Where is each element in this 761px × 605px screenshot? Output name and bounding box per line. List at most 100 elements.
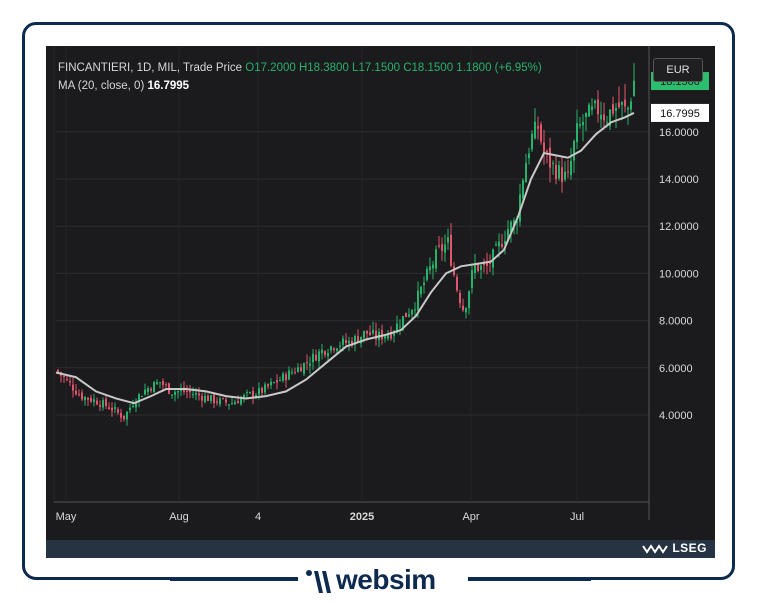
- candle-body: [594, 100, 596, 104]
- candle-body: [99, 404, 101, 407]
- candle-body: [177, 391, 179, 393]
- candle-body: [468, 291, 470, 309]
- candle-body: [144, 389, 146, 395]
- candle-body: [249, 392, 251, 394]
- candle-body: [546, 150, 548, 152]
- candle-body: [609, 109, 611, 127]
- candle-body: [471, 270, 473, 288]
- lseg-logo: LSEG: [642, 541, 707, 555]
- candle-body: [282, 373, 284, 381]
- brand-footer: websim: [0, 560, 761, 600]
- candle-body: [516, 221, 518, 223]
- candle-body: [387, 334, 389, 339]
- candle-body: [444, 244, 446, 253]
- candle-body: [483, 262, 485, 266]
- candle-body: [447, 237, 449, 243]
- candle-body: [507, 229, 509, 241]
- candle-body: [72, 384, 74, 391]
- candle-body: [129, 407, 131, 411]
- candle-body: [165, 384, 167, 386]
- candle-body: [558, 165, 560, 179]
- candle-body: [591, 106, 593, 111]
- candle-body: [402, 316, 404, 330]
- candle-body: [237, 401, 239, 404]
- footer-bar: LSEG: [46, 540, 715, 558]
- candle-body: [564, 171, 566, 180]
- candle-body: [525, 162, 527, 183]
- y-tick-label: 16.0000: [659, 127, 699, 139]
- candle-body: [462, 305, 464, 311]
- candle-body: [114, 407, 116, 410]
- candle-body: [501, 243, 503, 248]
- candle-body: [618, 102, 620, 107]
- candle-body: [465, 308, 467, 313]
- candle-body: [192, 394, 194, 396]
- legend-ohlc: FINCANTIERI, 1D, MIL, Trade Price O17.20…: [58, 62, 542, 74]
- plot-frame: [53, 46, 650, 503]
- candle-body: [102, 400, 104, 408]
- candle-body: [96, 400, 98, 405]
- candle-body: [138, 394, 140, 402]
- candle-body: [240, 398, 242, 405]
- candle-body: [153, 382, 155, 393]
- candle-body: [429, 266, 431, 271]
- candle-body: [606, 122, 608, 124]
- legend-high: H18.3800: [298, 62, 349, 74]
- candle-body: [252, 391, 254, 398]
- candle-body: [414, 309, 416, 311]
- legend-change: 1.1800 (+6.95%): [456, 62, 542, 74]
- candle-body: [225, 399, 227, 403]
- ma-line: [55, 112, 635, 405]
- candle-body: [318, 351, 320, 362]
- candle-body: [486, 263, 488, 266]
- candle-body: [222, 398, 224, 400]
- candle-body: [198, 393, 200, 396]
- candle-body: [150, 388, 152, 391]
- candle-body: [423, 282, 425, 286]
- candle-body: [66, 379, 68, 381]
- candle-body: [411, 310, 413, 315]
- candle-body: [147, 388, 149, 392]
- candle-body: [228, 404, 230, 406]
- y-tick-label: 12.0000: [659, 221, 699, 233]
- websim-mark-icon: [306, 570, 331, 593]
- candle-body: [573, 141, 575, 161]
- candle-body: [75, 390, 77, 395]
- candle-body: [312, 353, 314, 363]
- candle-body: [537, 126, 539, 129]
- ma-price-label: 16.7995: [660, 108, 700, 120]
- candle-body: [408, 314, 410, 317]
- currency-selector[interactable]: EUR: [653, 58, 703, 82]
- candle-body: [561, 167, 563, 183]
- y-tick-label: 14.0000: [659, 174, 699, 186]
- candle-body: [528, 153, 530, 159]
- candle-body: [93, 399, 95, 403]
- candle-body: [297, 367, 299, 372]
- candle-body: [390, 331, 392, 339]
- candle-body: [579, 124, 581, 126]
- candle-body: [372, 330, 374, 334]
- legend-low: L17.1500: [352, 62, 401, 74]
- candle-body: [270, 381, 272, 386]
- lseg-text: LSEG: [672, 541, 707, 555]
- y-tick-label: 10.0000: [659, 268, 699, 280]
- candle-body: [450, 234, 452, 266]
- legend-close: C18.1500: [403, 62, 454, 74]
- candle-body: [582, 122, 584, 126]
- candle-body: [285, 374, 287, 381]
- price-chart[interactable]: 4.0000 6.0000 8.0000 10.0000 12.0000 14.0000 1…: [46, 46, 715, 558]
- candle-body: [489, 262, 491, 264]
- candle-body: [330, 346, 332, 351]
- candle-body: [321, 349, 323, 354]
- candle-body: [123, 415, 125, 420]
- candle-body: [195, 393, 197, 395]
- candle-body: [498, 241, 500, 247]
- candle-body: [300, 367, 302, 372]
- chart-canvas[interactable]: 4.0000 6.0000 8.0000 10.0000 12.0000 14.0000 1…: [46, 46, 715, 540]
- candle-body: [426, 268, 428, 280]
- candle-body: [180, 389, 182, 392]
- candle-body: [264, 384, 266, 393]
- candle-body: [117, 409, 119, 413]
- candle-body: [540, 124, 542, 142]
- candle-body: [90, 397, 92, 402]
